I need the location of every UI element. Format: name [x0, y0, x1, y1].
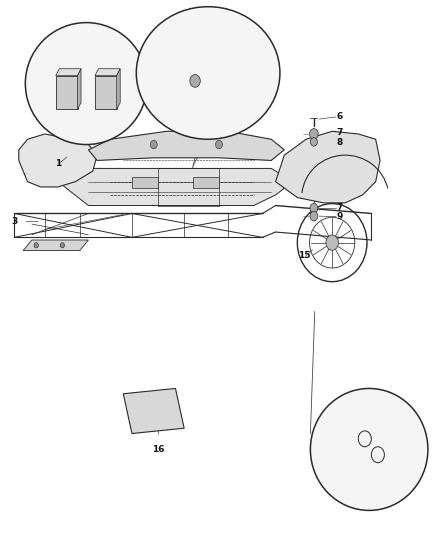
Text: 9: 9 — [336, 212, 343, 221]
Circle shape — [34, 243, 39, 248]
Polygon shape — [56, 69, 81, 76]
Text: 3: 3 — [11, 217, 18, 226]
Text: 16: 16 — [152, 445, 164, 454]
Text: 14: 14 — [247, 79, 259, 88]
Circle shape — [150, 140, 157, 149]
Circle shape — [60, 243, 64, 248]
Polygon shape — [78, 69, 81, 109]
Circle shape — [310, 128, 318, 139]
Polygon shape — [123, 389, 184, 433]
Text: 6: 6 — [336, 112, 343, 121]
Circle shape — [190, 75, 200, 87]
Circle shape — [326, 235, 339, 251]
Polygon shape — [117, 69, 120, 109]
Circle shape — [311, 138, 318, 146]
Polygon shape — [95, 76, 117, 109]
Text: 7: 7 — [336, 128, 343, 138]
Polygon shape — [88, 131, 284, 160]
Text: 10: 10 — [372, 490, 384, 499]
Circle shape — [215, 140, 223, 149]
Text: 13: 13 — [194, 21, 205, 30]
Polygon shape — [19, 134, 97, 187]
Polygon shape — [95, 69, 120, 76]
Polygon shape — [56, 76, 78, 109]
Ellipse shape — [136, 7, 280, 139]
Text: 7: 7 — [336, 203, 343, 212]
Text: 4: 4 — [74, 41, 81, 50]
Ellipse shape — [25, 22, 147, 144]
Circle shape — [310, 204, 318, 213]
Circle shape — [310, 212, 318, 221]
Bar — [193, 177, 219, 188]
Text: 1: 1 — [55, 159, 61, 167]
Bar — [132, 177, 158, 188]
Polygon shape — [23, 240, 88, 251]
Polygon shape — [276, 131, 380, 203]
Text: 8: 8 — [336, 139, 343, 148]
Text: 12: 12 — [165, 100, 177, 109]
Text: 15: 15 — [297, 252, 310, 261]
Ellipse shape — [311, 389, 428, 511]
Polygon shape — [58, 168, 293, 206]
